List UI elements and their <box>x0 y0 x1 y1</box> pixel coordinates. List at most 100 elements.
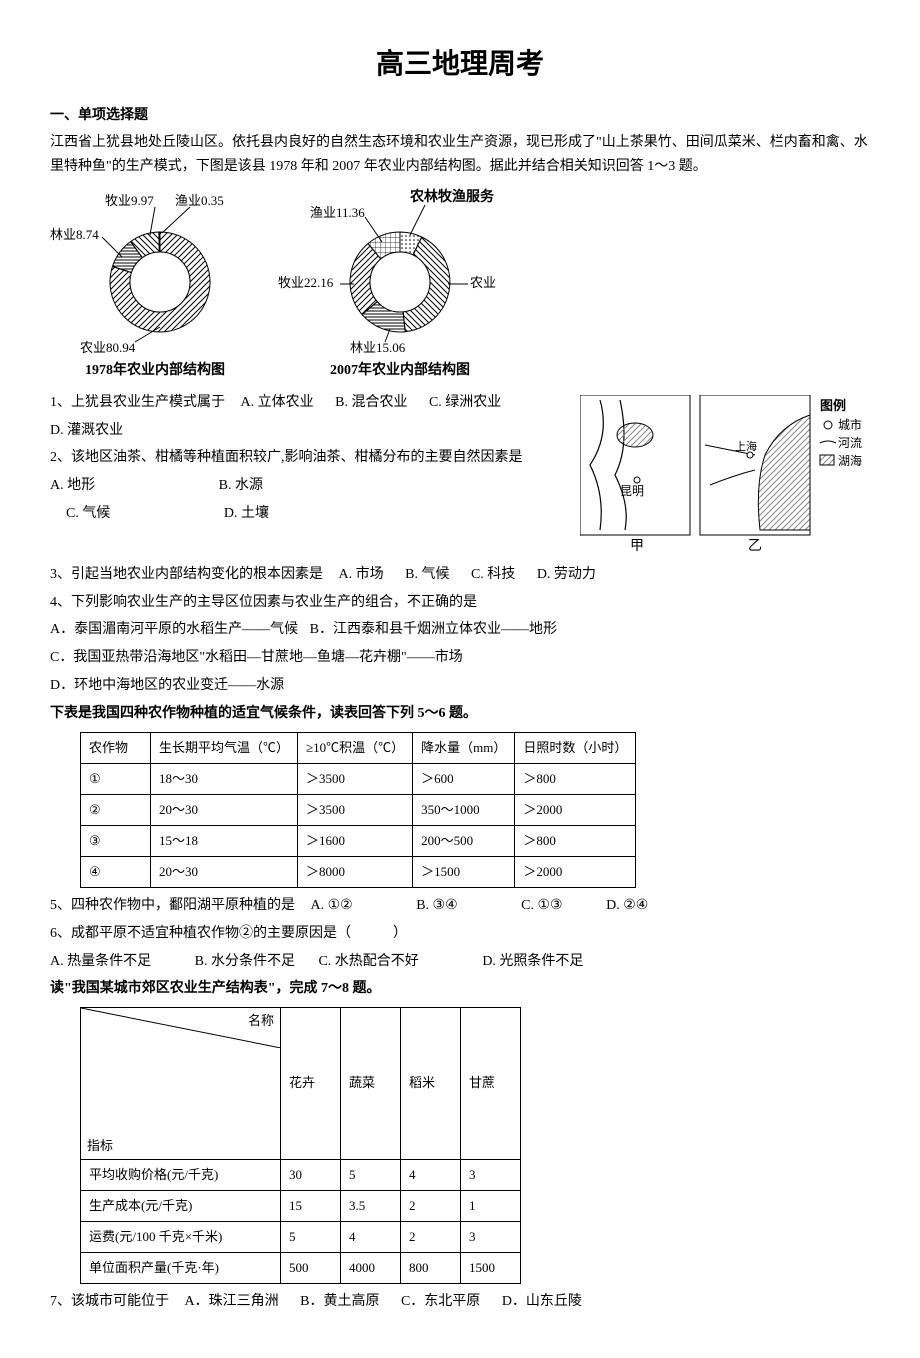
q3-opt-d: D. 劳动力 <box>537 567 596 582</box>
donut2007-label-mu: 牧业22.16 <box>278 275 334 290</box>
t1-h0: 农作物 <box>81 732 151 763</box>
cell: ＞800 <box>515 825 636 856</box>
cell: 20～30 <box>151 794 298 825</box>
q5-opt-a: A. ①② <box>311 898 353 913</box>
q6-opt-c: C. 水热配合不好 <box>318 954 418 969</box>
cell: 1500 <box>461 1252 521 1283</box>
t1-h2: ≥10℃积温（℃） <box>298 732 413 763</box>
t2-col-1: 蔬菜 <box>341 1008 401 1159</box>
q4-opt-d: D．环地中海地区的农业变迁——水源 <box>50 674 870 698</box>
legend-lake: 湖海 <box>838 453 862 468</box>
cell: 30 <box>281 1159 341 1190</box>
donut1978-label-yu: 渔业0.35 <box>175 193 224 208</box>
cell: 1 <box>461 1190 521 1221</box>
donut-2007-caption: 2007年农业内部结构图 <box>330 359 470 383</box>
q3-opt-b: B. 气候 <box>405 567 449 582</box>
map-jia-city: 昆明 <box>620 484 644 498</box>
t2-row-label: 运费(元/100 千克×千米) <box>81 1221 281 1252</box>
map-jia-label: 甲 <box>630 539 644 554</box>
q2-opt-c: C. 气候 <box>66 506 110 521</box>
section-heading: 一、单项选择题 <box>50 104 870 128</box>
q5-stem: 5、四种农作物中，鄱阳湖平原种植的是 <box>50 898 295 913</box>
cell: ＞1600 <box>298 825 413 856</box>
q5-opt-b: B. ③④ <box>416 898 457 913</box>
cell: 200～500 <box>413 825 515 856</box>
q6-opt-b: B. 水分条件不足 <box>195 954 295 969</box>
cell: ③ <box>81 825 151 856</box>
q1-opt-b: B. 混合农业 <box>335 395 407 410</box>
maps-svg: 昆明 甲 上海 乙 图例 城市 河流 湖海 <box>580 395 870 555</box>
cell: 18～30 <box>151 763 298 794</box>
table-row: 生产成本(元/千克) 15 3.5 2 1 <box>81 1190 521 1221</box>
q3: 3、引起当地农业内部结构变化的根本因素是 A. 市场 B. 气候 C. 科技 D… <box>50 563 870 587</box>
intro-text: 江西省上犹县地处丘陵山区。依托县内良好的自然生态环境和农业生产资源，现已形成了"… <box>50 131 870 179</box>
legend-city: 城市 <box>838 417 862 432</box>
q6-opts: A. 热量条件不足 B. 水分条件不足 C. 水热配合不好 D. 光照条件不足 <box>50 950 870 974</box>
donut1978-label-mu: 牧业9.97 <box>105 193 154 208</box>
cell: ② <box>81 794 151 825</box>
cell: 800 <box>401 1252 461 1283</box>
map-yi-label: 乙 <box>748 538 762 554</box>
cell: 500 <box>281 1252 341 1283</box>
q1-opt-a: A. 立体农业 <box>241 395 314 410</box>
q4-ab: A．泰国湄南河平原的水稻生产——气候 B．江西泰和县千烟洲立体农业——地形 <box>50 618 870 642</box>
table-row: ③ 15～18 ＞1600 200～500 ＞800 <box>81 825 636 856</box>
q4-stem: 4、下列影响农业生产的主导区位因素与农业生产的组合，不正确的是 <box>50 591 870 615</box>
donut-2007-block: 农林牧渔服务 渔业11.36 牧业22.16 农业 林业15.06 2007年农… <box>270 187 530 383</box>
donut1978-label-lin: 林业8.74 <box>50 227 99 242</box>
cell: 4 <box>401 1159 461 1190</box>
q3-stem: 3、引起当地农业内部结构变化的根本因素是 <box>50 567 323 582</box>
legend-river: 河流 <box>838 436 862 450</box>
cell: 5 <box>341 1159 401 1190</box>
table2-intro: 读"我国某城市郊区农业生产结构表"，完成 7～8 题。 <box>50 977 870 1001</box>
t2-row-label: 生产成本(元/千克) <box>81 1190 281 1221</box>
table-row: ② 20～30 ＞3500 350～1000 ＞2000 <box>81 794 636 825</box>
q1-stem: 1、上犹县农业生产模式属于 <box>50 395 225 410</box>
donut2007-top-label: 农林牧渔服务 <box>409 188 495 205</box>
cell: ＞1500 <box>413 856 515 887</box>
table-row: 农作物 生长期平均气温（℃） ≥10℃积温（℃） 降水量（mm） 日照时数（小时… <box>81 732 636 763</box>
cell: 3 <box>461 1221 521 1252</box>
cell: ＞2000 <box>515 794 636 825</box>
table1-intro: 下表是我国四种农作物种植的适宜气候条件，读表回答下列 5～6 题。 <box>50 702 870 726</box>
q2-opt-d: D. 土壤 <box>224 506 269 521</box>
cell: 20～30 <box>151 856 298 887</box>
t1-h1: 生长期平均气温（℃） <box>151 732 298 763</box>
t2-col-0: 花卉 <box>281 1008 341 1159</box>
cell: ＞800 <box>515 763 636 794</box>
q2-opt-a: A. 地形 <box>50 478 95 493</box>
cell: 15～18 <box>151 825 298 856</box>
q5-opt-d: D. ②④ <box>606 898 648 913</box>
cell: 350～1000 <box>413 794 515 825</box>
table-2: 名称 指标 花卉 蔬菜 稻米 甘蔗 平均收购价格(元/千克) 30 5 4 3 … <box>80 1007 521 1284</box>
q6-opt-a: A. 热量条件不足 <box>50 954 151 969</box>
cell: 3 <box>461 1159 521 1190</box>
t1-h3: 降水量（mm） <box>413 732 515 763</box>
t2-row-label: 平均收购价格(元/千克) <box>81 1159 281 1190</box>
q3-opt-a: A. 市场 <box>339 567 384 582</box>
donut2007-label-lin: 林业15.06 <box>350 340 406 355</box>
table-row: 单位面积产量(千克·年) 500 4000 800 1500 <box>81 1252 521 1283</box>
donut2007-label-yu: 渔业11.36 <box>310 205 365 220</box>
donut-1978-svg: 牧业9.97 渔业0.35 林业8.74 农业80.94 <box>50 187 260 357</box>
maps-block: 昆明 甲 上海 乙 图例 城市 河流 湖海 <box>580 395 870 555</box>
t2-col-2: 稻米 <box>401 1008 461 1159</box>
t1-h4: 日照时数（小时） <box>515 732 636 763</box>
t2-col-3: 甘蔗 <box>461 1008 521 1159</box>
cell: ＞8000 <box>298 856 413 887</box>
q4-opt-b: B．江西泰和县千烟洲立体农业——地形 <box>310 622 557 637</box>
q5-opt-c: C. ①③ <box>521 898 562 913</box>
cell: ＞2000 <box>515 856 636 887</box>
donut-2007-svg: 农林牧渔服务 渔业11.36 牧业22.16 农业 林业15.06 <box>270 187 530 357</box>
table-1: 农作物 生长期平均气温（℃） ≥10℃积温（℃） 降水量（mm） 日照时数（小时… <box>80 732 636 888</box>
cell: 4000 <box>341 1252 401 1283</box>
cell: 15 <box>281 1190 341 1221</box>
cell: 5 <box>281 1221 341 1252</box>
q6-opt-d: D. 光照条件不足 <box>482 954 583 969</box>
table-row: ④ 20～30 ＞8000 ＞1500 ＞2000 <box>81 856 636 887</box>
cell: 2 <box>401 1190 461 1221</box>
table-row: 名称 指标 花卉 蔬菜 稻米 甘蔗 <box>81 1008 521 1159</box>
cell: 4 <box>341 1221 401 1252</box>
donut2007-label-nong: 农业 <box>470 275 496 290</box>
cell: 3.5 <box>341 1190 401 1221</box>
